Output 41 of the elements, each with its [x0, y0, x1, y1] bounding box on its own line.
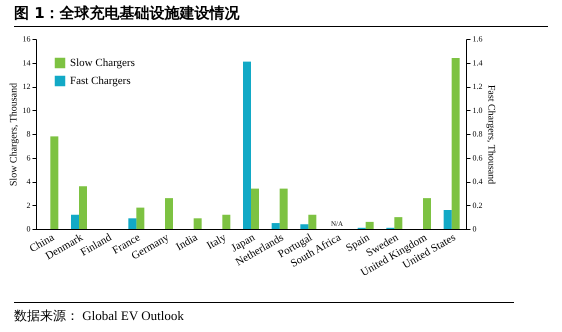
y2-tick-label: 1.4	[472, 58, 482, 68]
legend-label: Fast Chargers	[70, 75, 131, 87]
legend-label: Slow Chargers	[70, 57, 135, 69]
y2-tick-label: 0	[472, 224, 476, 234]
y-tick-label: 0	[26, 224, 30, 234]
y-tick-label: 4	[26, 177, 30, 186]
bar	[194, 218, 202, 229]
bar	[251, 188, 259, 229]
y2-tick-label: 1.6	[472, 34, 482, 44]
bar	[222, 214, 230, 229]
y2-axis-title: Fast Chargers, Thousand	[486, 84, 496, 184]
y-tick-label: 10	[22, 106, 30, 115]
bar	[394, 217, 402, 229]
bar	[308, 214, 316, 229]
y2-tick-label: 0.4	[472, 177, 482, 186]
y2-tick-label: 1.0	[472, 106, 482, 115]
source-note: 数据来源： Global EV Outlook	[14, 302, 514, 325]
bar	[452, 58, 460, 229]
x-tick-label: Italy	[204, 231, 229, 252]
chart-title: 图 1：全球充电基础设施建设情况	[14, 4, 548, 27]
y2-tick-label: 0.8	[472, 130, 482, 138]
y-tick-label: 8	[26, 130, 30, 138]
y-tick-label: 6	[26, 153, 30, 162]
bar	[50, 136, 58, 229]
y-axis-title: Slow Chargers, Thousand	[8, 82, 20, 186]
y-tick-label: 12	[22, 82, 30, 91]
x-tick-label: India	[174, 231, 200, 254]
y2-tick-label: 0.6	[472, 153, 482, 162]
y-tick-label: 2	[26, 200, 30, 210]
bar	[280, 188, 288, 229]
y2-tick-label: 1.2	[472, 82, 482, 91]
bar	[165, 198, 173, 229]
bar	[444, 210, 452, 229]
bar	[79, 186, 87, 229]
y-tick-label: 16	[22, 34, 30, 44]
y-tick-label: 14	[22, 58, 30, 68]
bar	[366, 222, 374, 229]
y2-tick-label: 0.2	[472, 200, 482, 210]
bar	[243, 62, 251, 229]
bar	[423, 198, 431, 229]
bar	[272, 223, 280, 229]
